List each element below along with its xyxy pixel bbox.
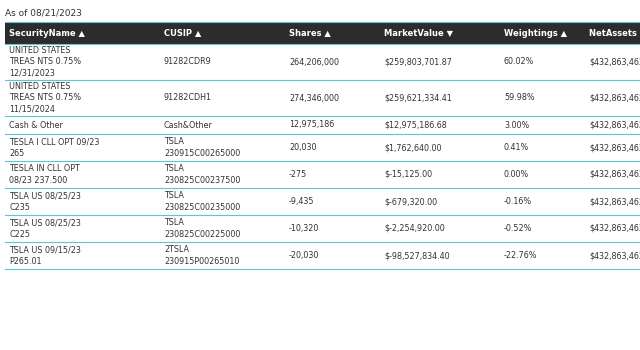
Text: Cash&Other: Cash&Other [164,120,213,130]
Text: $-2,254,920.00: $-2,254,920.00 [384,224,445,233]
Text: TSLA US 08/25/23
C235: TSLA US 08/25/23 C235 [9,191,81,212]
Text: TESLA IN CLL OPT
08/23 237.500: TESLA IN CLL OPT 08/23 237.500 [9,164,80,185]
Text: $-679,320.00: $-679,320.00 [384,197,437,206]
Text: -0.16%: -0.16% [504,197,532,206]
Text: $432,863,462: $432,863,462 [589,251,640,260]
Text: TSLA
230825C00235000: TSLA 230825C00235000 [164,191,240,212]
Text: 20,030: 20,030 [289,143,317,152]
Text: $432,863,462: $432,863,462 [589,93,640,103]
Text: UNITED STATES
TREAS NTS 0.75%
12/31/2023: UNITED STATES TREAS NTS 0.75% 12/31/2023 [9,46,81,78]
Text: 12,975,186: 12,975,186 [289,120,334,130]
Text: TSLA US 08/25/23
C225: TSLA US 08/25/23 C225 [9,218,81,239]
Text: -10,320: -10,320 [289,224,319,233]
Text: $1,762,640.00: $1,762,640.00 [384,143,442,152]
Text: $432,863,462: $432,863,462 [589,143,640,152]
Text: 0.00%: 0.00% [504,170,529,179]
Text: 59.98%: 59.98% [504,93,534,103]
Text: $432,863,462: $432,863,462 [589,224,640,233]
Text: -275: -275 [289,170,307,179]
Bar [5,188,640,215]
Bar [5,242,640,269]
Text: Weightings ▲: Weightings ▲ [504,28,567,37]
Text: TESLA I CLL OPT 09/23
265: TESLA I CLL OPT 09/23 265 [9,137,99,158]
Bar [5,161,640,188]
Text: TSLA
230825C00237500: TSLA 230825C00237500 [164,164,241,185]
Text: SecurityName ▲: SecurityName ▲ [9,28,85,37]
Text: $432,863,462: $432,863,462 [589,170,640,179]
Text: As of 08/21/2023: As of 08/21/2023 [5,8,82,17]
Text: Cash & Other: Cash & Other [9,120,63,130]
Text: -9,435: -9,435 [289,197,314,206]
Text: $432,863,462: $432,863,462 [589,197,640,206]
Text: -20,030: -20,030 [289,251,319,260]
Text: TSLA US 09/15/23
P265.01: TSLA US 09/15/23 P265.01 [9,245,81,266]
Bar [5,80,640,116]
Text: $12,975,186.68: $12,975,186.68 [384,120,447,130]
Bar [5,134,640,161]
Text: 60.02%: 60.02% [504,57,534,66]
Text: 264,206,000: 264,206,000 [289,57,339,66]
Text: -0.52%: -0.52% [504,224,532,233]
Text: 3.00%: 3.00% [504,120,529,130]
Text: -22.76%: -22.76% [504,251,538,260]
Text: 0.41%: 0.41% [504,143,529,152]
Text: 2TSLA
230915P00265010: 2TSLA 230915P00265010 [164,245,239,266]
Text: $432,863,462: $432,863,462 [589,57,640,66]
Text: 91282CDH1: 91282CDH1 [164,93,212,103]
Text: UNITED STATES
TREAS NTS 0.75%
11/15/2024: UNITED STATES TREAS NTS 0.75% 11/15/2024 [9,82,81,114]
Text: $-15,125.00: $-15,125.00 [384,170,432,179]
Text: TSLA
230825C00225000: TSLA 230825C00225000 [164,218,241,239]
Text: 274,346,000: 274,346,000 [289,93,339,103]
Bar [5,44,640,80]
Text: CUSIP ▲: CUSIP ▲ [164,28,202,37]
Text: $259,803,701.87: $259,803,701.87 [384,57,452,66]
Text: MarketValue ▼: MarketValue ▼ [384,28,453,37]
Bar [5,215,640,242]
Text: TSLA
230915C00265000: TSLA 230915C00265000 [164,137,240,158]
Text: $432,863,462: $432,863,462 [589,120,640,130]
Text: NetAssets ▲: NetAssets ▲ [589,28,640,37]
Text: Shares ▲: Shares ▲ [289,28,331,37]
Text: 91282CDR9: 91282CDR9 [164,57,212,66]
Bar [5,22,640,44]
Text: $259,621,334.41: $259,621,334.41 [384,93,452,103]
Bar [5,116,640,134]
Text: $-98,527,834.40: $-98,527,834.40 [384,251,450,260]
